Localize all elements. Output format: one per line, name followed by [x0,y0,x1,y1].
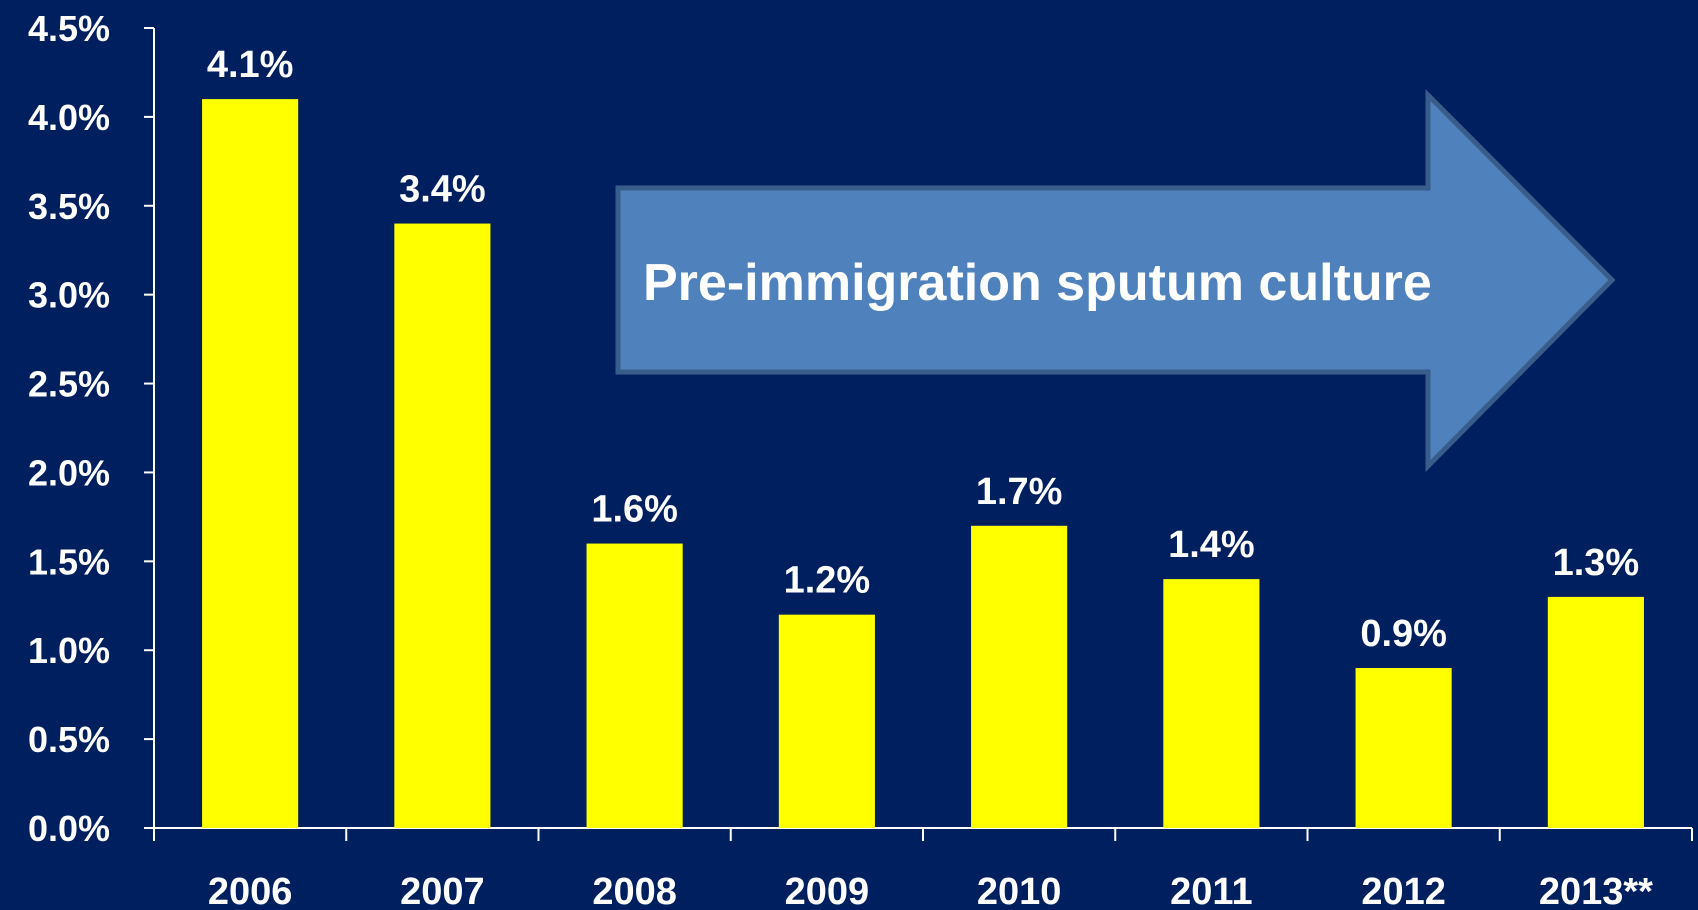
data-label: 1.7% [976,471,1063,513]
y-tick-label: 2.5% [28,364,110,405]
x-tick-label: 2013** [1539,871,1653,910]
x-tick-label: 2012 [1361,871,1446,910]
bar [971,525,1068,828]
bar [586,543,683,828]
data-label: 1.3% [1553,542,1640,584]
bar [202,99,299,829]
y-tick-label: 3.0% [28,275,110,316]
x-tick-label: 2008 [592,871,677,910]
annotation-text: Pre-immigration sputum culture [643,254,1432,312]
y-axis: 0.0% 0.5% 1.0% 1.5% 2.0% 2.5% 3.0% 3.5% 4.0% 4.5% [28,8,155,849]
x-tick-label: 2007 [400,871,485,910]
x-tick-label: 2006 [208,871,293,910]
data-label: 1.6% [591,489,678,531]
data-label: 0.9% [1360,613,1447,655]
y-tick-label: 0.5% [28,719,110,760]
y-tick-label: 4.5% [28,8,110,49]
bar [1163,579,1260,828]
data-label: 1.2% [784,560,871,602]
y-tick-label: 1.0% [28,630,110,671]
annotation-arrow: Pre-immigration sputum culture [615,88,1616,473]
y-tick-label: 2.0% [28,452,110,493]
y-tick-label: 1.5% [28,541,110,582]
data-label: 1.4% [1168,524,1255,566]
y-tick-label: 0.0% [28,808,110,849]
bar [1355,668,1452,828]
x-tick-label: 2009 [785,871,870,910]
bar [778,614,875,828]
x-axis: 2006 2007 2008 2009 2010 2011 2012 2013** [153,827,1693,910]
y-tick-label: 4.0% [28,97,110,138]
x-tick-label: 2011 [1170,871,1252,910]
y-tick-label: 3.5% [28,186,110,227]
bars: 4.1% 3.4% 1.6% 1.2% 1.7% 1.4% 0.9% 1.3% [202,44,1644,829]
data-label: 4.1% [207,44,294,86]
bar [1547,596,1644,828]
arrow-shape [615,88,1616,473]
x-tick-label: 2010 [977,871,1062,910]
bar [394,223,491,829]
data-label: 3.4% [399,169,486,211]
